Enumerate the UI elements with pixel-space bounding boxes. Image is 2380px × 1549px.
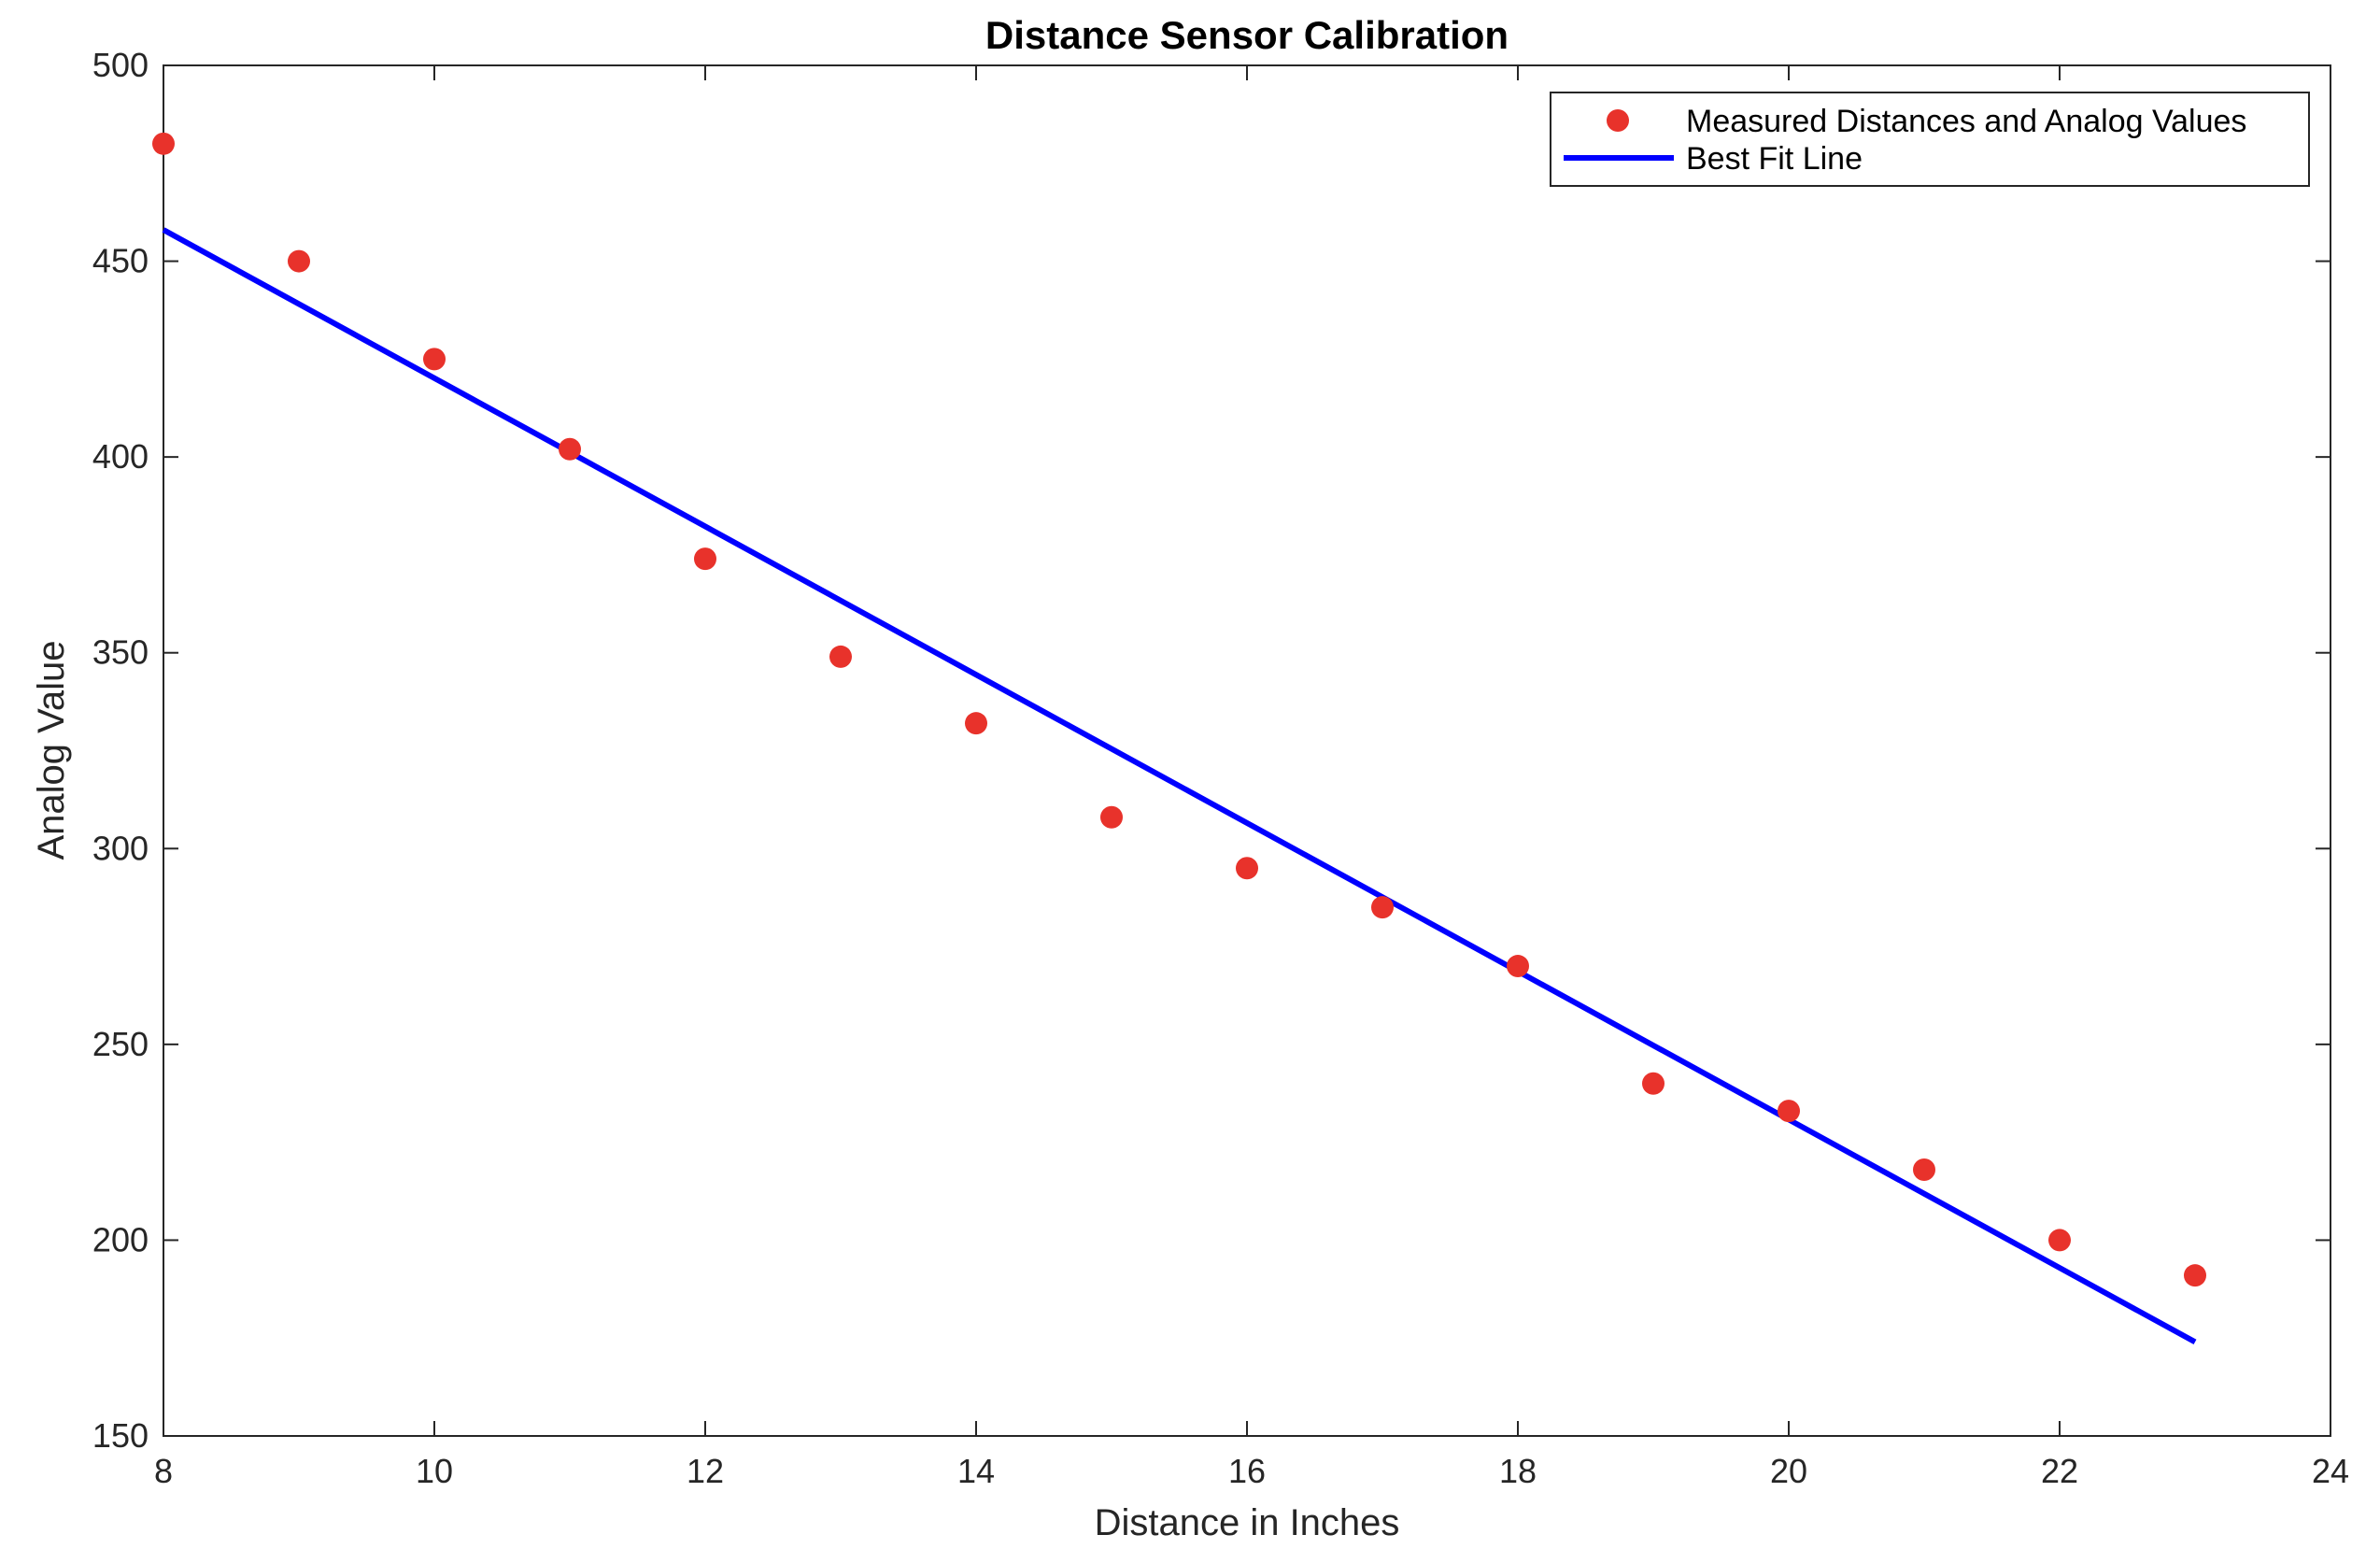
x-tick-label: 10 — [416, 1452, 453, 1490]
data-point — [1236, 857, 1258, 880]
legend-marker-scatter — [1607, 109, 1629, 132]
data-point — [1778, 1100, 1800, 1123]
y-tick-label: 450 — [92, 242, 149, 280]
y-axis-label: Analog Value — [31, 641, 72, 860]
legend-box — [1550, 92, 2310, 187]
y-tick-label: 350 — [92, 633, 149, 672]
data-point — [559, 437, 581, 461]
data-point — [1100, 805, 1123, 829]
x-tick-label: 12 — [687, 1452, 724, 1490]
x-axis-label: Distance in Inches — [1095, 1502, 1400, 1543]
y-tick-label: 300 — [92, 829, 149, 867]
data-point — [2184, 1264, 2206, 1287]
legend-label-line: Best Fit Line — [1686, 141, 1863, 177]
best-fit-line — [162, 227, 2197, 1345]
legend: Measured Distances and Analog ValuesBest… — [1550, 92, 2310, 187]
x-tick-label: 22 — [2041, 1452, 2078, 1490]
data-point — [288, 249, 310, 273]
x-tick-label: 14 — [957, 1452, 995, 1490]
y-tick-label: 150 — [92, 1416, 149, 1455]
data-point — [829, 645, 852, 668]
y-tick-label: 400 — [92, 437, 149, 476]
data-point — [965, 712, 987, 735]
data-point — [2048, 1229, 2071, 1252]
data-point — [1642, 1072, 1665, 1095]
x-tick-label: 8 — [154, 1452, 173, 1490]
x-tick-label: 16 — [1228, 1452, 1266, 1490]
x-tick-label: 20 — [1770, 1452, 1807, 1490]
x-tick-label: 18 — [1499, 1452, 1537, 1490]
data-point — [1913, 1158, 1935, 1181]
y-tick-label: 250 — [92, 1025, 149, 1063]
chart-title: Distance Sensor Calibration — [985, 13, 1509, 57]
data-point — [423, 348, 446, 371]
data-point — [1371, 896, 1394, 919]
y-tick-label: 200 — [92, 1220, 149, 1258]
ticks: 8 10 12 14 16 18 20 22 24 150 200 250 300 350 400 450 50… — [92, 46, 2349, 1490]
x-tick-label: 24 — [2312, 1452, 2349, 1490]
y-tick-label: 500 — [92, 46, 149, 84]
plot-area — [152, 132, 2206, 1345]
data-point — [1507, 955, 1529, 978]
legend-label-scatter: Measured Distances and Analog Values — [1686, 104, 2246, 139]
data-point — [152, 132, 175, 155]
data-point — [694, 547, 716, 571]
